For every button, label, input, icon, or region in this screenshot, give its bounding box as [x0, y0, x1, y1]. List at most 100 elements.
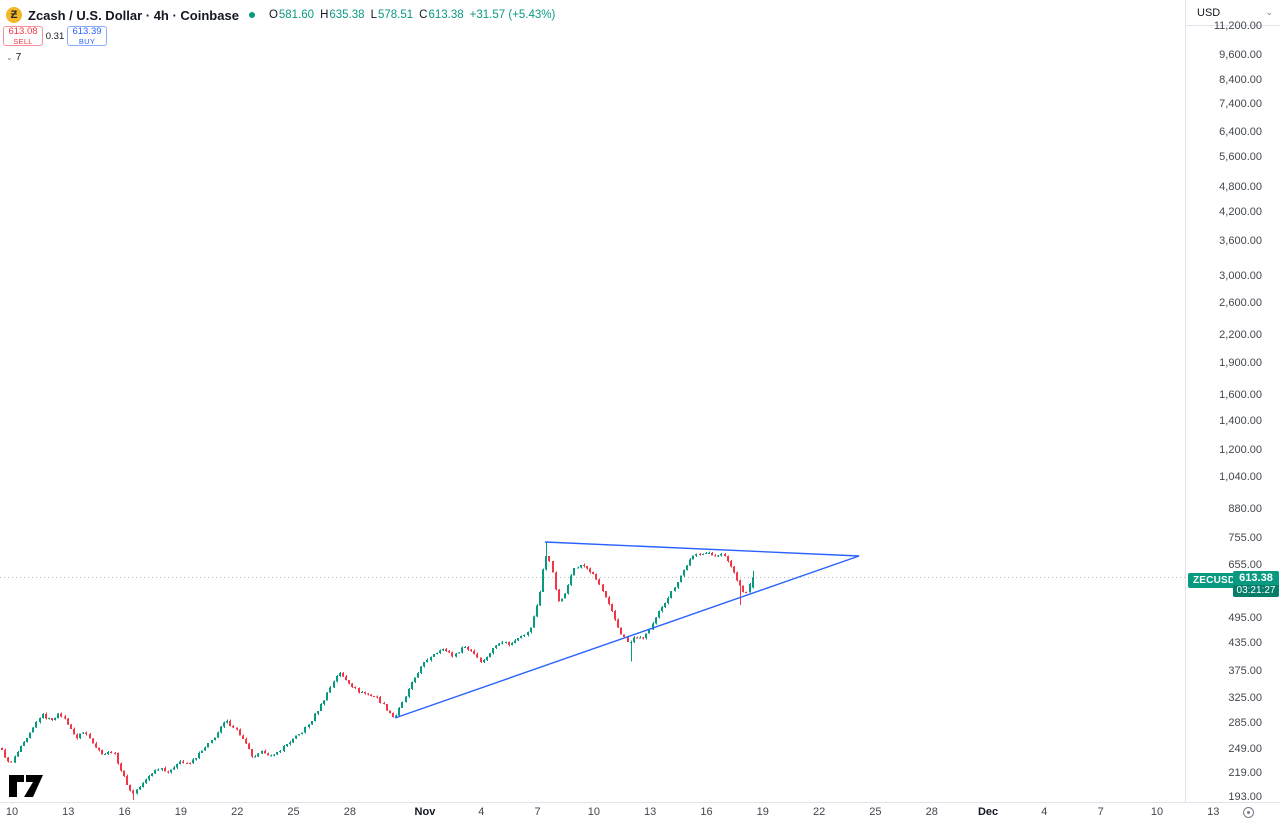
candle-body [79, 733, 81, 739]
ohlc-readout: O 581.60 H 635.38 L 578.51 C 613.38 +31.57 (… [263, 9, 555, 21]
price-tick: 3,600.00 [1219, 235, 1262, 248]
candle-body [461, 647, 463, 653]
candle-body [686, 565, 688, 570]
candle-body [430, 656, 432, 661]
time-tick: 25 [287, 806, 300, 818]
price-tick: 9,600.00 [1219, 49, 1262, 62]
sell-button[interactable]: 613.08 SELL [3, 26, 43, 46]
candle-body [517, 638, 519, 641]
candle-body [405, 696, 407, 702]
candle-body [530, 627, 532, 632]
candle-body [683, 569, 685, 576]
candlestick-chart[interactable] [0, 0, 1185, 802]
currency-selector[interactable]: USD ⌄ [1186, 0, 1280, 26]
candle-body [492, 648, 494, 653]
candle-body [195, 758, 197, 760]
time-tick: 7 [534, 806, 541, 818]
price-tick: 6,400.00 [1219, 126, 1262, 139]
candle-body [136, 789, 138, 794]
candle-body [558, 589, 560, 602]
candle-body [627, 636, 629, 642]
tradingview-logo-icon[interactable] [8, 772, 50, 805]
price-tick: 7,400.00 [1219, 98, 1262, 111]
candle-body [220, 726, 222, 733]
candle-body [395, 715, 397, 717]
candle-body [120, 763, 122, 771]
candle-body [583, 564, 585, 567]
candle-body [695, 554, 697, 556]
candle-body [730, 561, 732, 567]
price-tick: 1,040.00 [1219, 471, 1262, 484]
candle-body [129, 784, 131, 791]
price-tick: 5,600.00 [1219, 151, 1262, 164]
time-tick: 22 [231, 806, 244, 818]
candle-body [101, 750, 103, 755]
candle-body [633, 637, 635, 642]
market-open-dot-icon[interactable] [248, 12, 255, 18]
time-tick: 19 [174, 806, 188, 818]
candle-body [401, 701, 403, 708]
candle-body [520, 636, 522, 639]
candle-body [423, 661, 425, 667]
candle-body [733, 566, 735, 573]
time-tick: 28 [925, 806, 938, 818]
candle-body [245, 738, 247, 744]
indicators-count: 7 [15, 51, 22, 63]
candle-body [261, 750, 263, 754]
symbol-title[interactable]: Zcash / U.S. Dollar · 4h · Coinbase [28, 7, 239, 23]
candle-body [82, 732, 84, 734]
candle-body [320, 703, 322, 711]
candle-body [64, 716, 66, 719]
candle-body [552, 560, 554, 573]
price-axis[interactable]: USD ⌄ 11,200.00 9,600.00 8,400.00 7,400.00 6… [1185, 0, 1280, 803]
candle-body [455, 653, 457, 657]
candle-body [527, 631, 529, 635]
candle-body [107, 751, 109, 755]
candle-body [76, 734, 78, 739]
candle-body [752, 577, 754, 588]
candle-body [45, 714, 47, 719]
candle-body [1, 747, 3, 750]
trendline[interactable] [544, 541, 860, 557]
candle-body [176, 763, 178, 768]
candle-body [139, 787, 141, 790]
candle-body [458, 652, 460, 654]
candle-body [448, 651, 450, 653]
candle-body [10, 761, 12, 763]
candle-body [348, 680, 350, 684]
candle-body [198, 753, 200, 759]
candle-body [7, 757, 9, 762]
price-tick: 880.00 [1228, 502, 1262, 515]
candle-body [211, 740, 213, 744]
candle-body [642, 637, 644, 639]
candle-body [648, 629, 650, 634]
trendline[interactable] [394, 555, 860, 719]
candle-body [123, 770, 125, 777]
candle-body [705, 552, 707, 555]
candle-body [580, 564, 582, 568]
candle-body [14, 756, 16, 763]
candle-body [270, 755, 272, 757]
candle-body [229, 720, 231, 726]
candle-body [417, 673, 419, 678]
time-tick: Nov [414, 806, 436, 818]
low-value: 578.51 [377, 9, 414, 21]
candle-body [442, 648, 444, 651]
candle-body [20, 745, 22, 752]
candle-body [379, 697, 381, 704]
candle-body [336, 675, 338, 682]
candle-body [242, 735, 244, 739]
price-tick: 285.00 [1228, 717, 1262, 730]
candle-body [570, 575, 572, 585]
candle-body [495, 645, 497, 649]
buy-button[interactable]: 613.39 BUY [67, 26, 107, 46]
candle-body [73, 728, 75, 735]
indicators-collapse-pill[interactable]: ⌄ 7 [2, 50, 26, 64]
time-tick: 4 [1041, 806, 1048, 818]
candle-body [539, 592, 541, 606]
candle-body [354, 686, 356, 688]
candle-body [505, 642, 507, 644]
candle-body [605, 591, 607, 598]
scale-settings-icon[interactable] [1243, 807, 1254, 818]
time-axis[interactable]: 10 13 16 19 22 25 28 Nov 4 7 10 13 16 19 22 25 28 Dec 4 7 10… [0, 802, 1280, 819]
